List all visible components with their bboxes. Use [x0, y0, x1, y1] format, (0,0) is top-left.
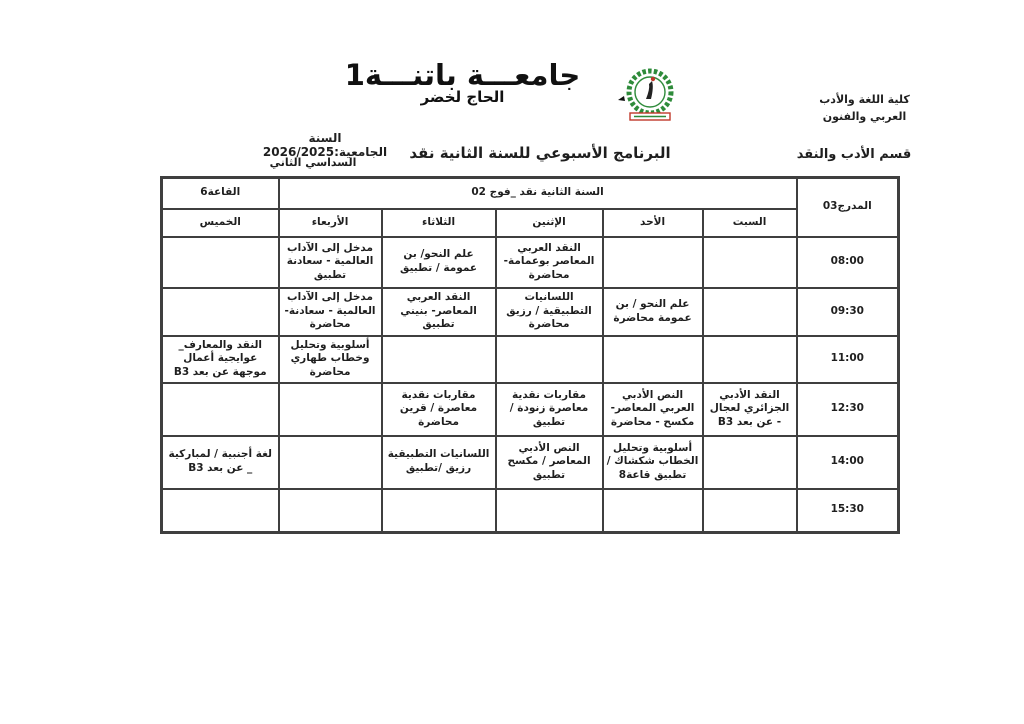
- schedule-cell: أسلوبية وتحليل وخطاب طهاري محاضرة: [277, 334, 383, 384]
- day-header-saturday: السبت: [701, 207, 798, 238]
- day-header-sunday: الأحد: [601, 207, 704, 238]
- schedule-cell: علم النحو / بن عمومة محاضرة: [601, 286, 704, 337]
- schedule-cell: مدخل إلى الآداب العالمية - سعادنة- محاضر…: [277, 286, 383, 337]
- schedule-cell: مقاربات نقدية معاصرة / قرين محاضرة: [380, 381, 497, 437]
- schedule-cell: لغة أجنبية / لمباركية _ عن بعد B3: [160, 434, 280, 490]
- time-slot: 08:00: [795, 235, 900, 289]
- schedule-cell: [701, 334, 798, 384]
- schedule-cell: [380, 334, 497, 384]
- university-subtitle: الحاج لخضر: [420, 88, 505, 107]
- schedule-cell: [277, 487, 383, 534]
- schedule-cell: [701, 487, 798, 534]
- day-header-monday: الإثنين: [494, 207, 604, 238]
- university-title: جامعـــة باتنـــة1: [344, 58, 582, 92]
- schedule-cell: [701, 286, 798, 337]
- schedule-cell: [701, 235, 798, 289]
- schedule-cell: [277, 434, 383, 490]
- weekly-timetable: المدرج03 السنة الثانية نقد _فوج 02 القاع…: [160, 176, 901, 534]
- schedule-cell: اللسانيات التطبيقية رزيق /تطبيق: [380, 434, 497, 490]
- schedule-cell: [601, 235, 704, 289]
- program-title: البرنامج الأسبوعي للسنة الثانية نقد: [409, 144, 671, 162]
- schedule-cell: النص الأدبي العربي المعاصر- مكسح - محاضر…: [601, 381, 704, 437]
- schedule-cell: النقد العربي المعاصر- بنيني تطبيق: [380, 286, 497, 337]
- academic-year: السنة الجامعية:2026/2025: [262, 131, 388, 159]
- schedule-cell: اللسانيات التطبيقية / رزيق محاضرة: [494, 286, 604, 337]
- university-seal-icon: [618, 68, 674, 121]
- time-slot: 14:00: [795, 434, 900, 490]
- schedule-cell: [601, 334, 704, 384]
- faculty-name: كلية اللغة والأدب العربي والفنون: [819, 93, 910, 123]
- semester-label: السداسي الثاني: [269, 156, 357, 169]
- schedule-cell: النص الأدبي المعاصر / مكسح تطبيق: [494, 434, 604, 490]
- schedule-cell: [160, 487, 280, 534]
- time-slot: 09:30: [795, 286, 900, 337]
- schedule-cell: [601, 487, 704, 534]
- time-slot: 11:00: [795, 334, 900, 384]
- day-header-thursday: الخميس: [160, 207, 280, 238]
- group-header: السنة الثانية نقد _فوج 02: [277, 176, 798, 210]
- schedule-cell: علم النحو/ بن عمومة / تطبيق: [380, 235, 497, 289]
- room-header: القاعة6: [160, 176, 280, 210]
- schedule-cell: [494, 334, 604, 384]
- day-header-wednesday: الأربعاء: [277, 207, 383, 238]
- schedule-cell: مدخل إلى الآداب العالمية - سعادنة تطبيق: [277, 235, 383, 289]
- time-slot: 12:30: [795, 381, 900, 437]
- venue-header: المدرج03: [795, 176, 900, 238]
- schedule-cell: مقاربات نقدية معاصرة زنودة / تطبيق: [494, 381, 604, 437]
- schedule-cell: [160, 381, 280, 437]
- schedule-cell: النقد العربي المعاصر بوعمامة- محاضرة: [494, 235, 604, 289]
- schedule-cell: [494, 487, 604, 534]
- schedule-cell: [380, 487, 497, 534]
- day-header-tuesday: الثلاثاء: [380, 207, 497, 238]
- schedule-cell: [160, 286, 280, 337]
- schedule-cell: [277, 381, 383, 437]
- schedule-cell: النقد الأدبي الجزائري لعجال - عن بعد B3: [701, 381, 798, 437]
- university-logo: جامعـــة باتنـــة1 الحاج لخضر: [315, 58, 610, 107]
- schedule-cell: [160, 235, 280, 289]
- time-slot: 15:30: [795, 487, 900, 534]
- schedule-cell: [701, 434, 798, 490]
- department-name: قسم الأدب والنقد: [796, 147, 912, 162]
- schedule-cell: النقد والمعارف_ عوايجية أعمال موجهة عن ب…: [160, 334, 280, 384]
- schedule-cell: أسلوبية وتحليل الخطاب شكشاك / تطبيق قاعة…: [601, 434, 704, 490]
